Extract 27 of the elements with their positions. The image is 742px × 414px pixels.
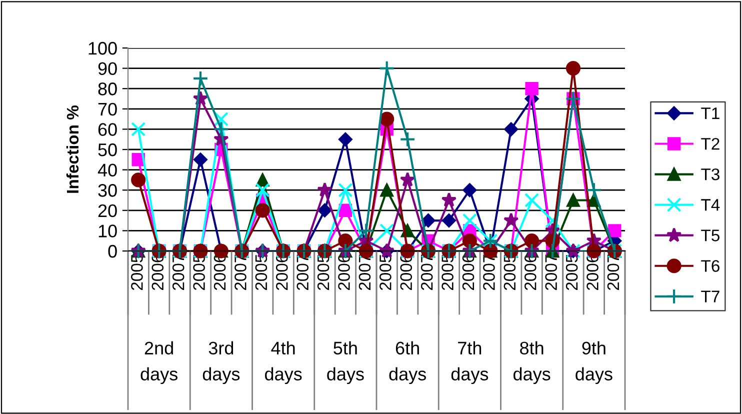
y-tick-label: 60 (98, 123, 117, 136)
text: 4th days (265, 341, 302, 384)
text: 3rd days (202, 341, 240, 384)
legend-label: T4 (701, 199, 720, 211)
legend-label: T2 (701, 138, 720, 150)
y-tick-label: 100 (88, 42, 117, 55)
legend-label: T1 (701, 108, 720, 120)
legend-label: T6 (701, 260, 720, 272)
legend-label: T5 (701, 230, 720, 242)
y-axis-title: Infection % (66, 105, 79, 193)
y-tick-label: 20 (98, 204, 117, 218)
legend-label: T7 (701, 290, 720, 302)
y-tick-label: 70 (98, 102, 117, 116)
text: 8th days (514, 341, 550, 384)
y-tick-label: 80 (98, 82, 117, 96)
y-tick-label: 0 (108, 244, 117, 258)
y-tick-label: 50 (98, 143, 117, 156)
y-tick-label: 10 (98, 224, 117, 238)
text: 2nd days (140, 341, 178, 384)
y-tick-label: 30 (98, 184, 117, 197)
text: 7th days (451, 341, 488, 384)
text: 9th days (576, 341, 612, 384)
y-tick-label: 90 (98, 62, 117, 76)
legend-label: T3 (701, 168, 720, 180)
text: 5th days (327, 341, 364, 384)
y-tick-label: 40 (98, 164, 117, 177)
text: 6th days (389, 341, 426, 384)
